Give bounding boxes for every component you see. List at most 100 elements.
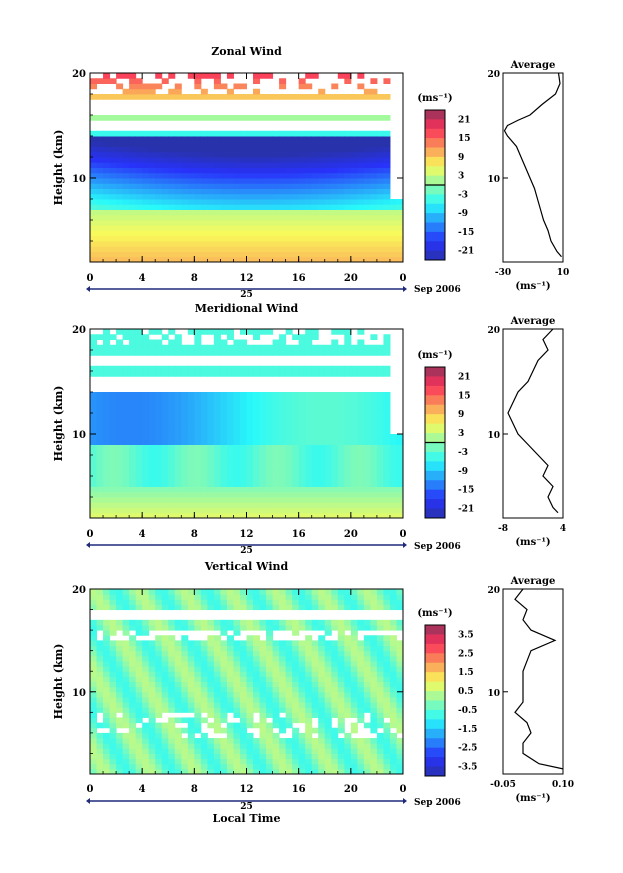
heatmap-cell [161,449,169,456]
heatmap-cell [187,365,195,372]
heatmap-cell [337,681,345,688]
heatmap-cell [239,645,247,652]
heatmap-cell [220,339,228,346]
heatmap-cell [344,225,352,231]
heatmap-cell [279,491,287,498]
heatmap-cell [331,645,339,652]
heatmap-cell [396,476,404,482]
heatmap-cell [181,193,189,200]
heatmap-cell [103,402,111,409]
heatmap-cell [207,130,215,137]
heatmap-cell [266,753,274,760]
x-tick-label: 0 [87,784,94,795]
heatmap-cell [220,434,228,440]
heatmap-cell [279,199,287,205]
heatmap-cell [318,256,326,263]
heatmap-cell [318,188,326,195]
heatmap-cell [213,717,221,724]
heatmap-cell [103,717,111,724]
heatmap-cell [324,428,332,435]
heatmap-cell [226,624,234,631]
heatmap-cell [207,655,215,662]
heatmap-cell [135,491,143,498]
heatmap-cell [90,465,98,472]
heatmap-cell [272,178,280,184]
heatmap-cell [90,172,98,179]
heatmap-cell [239,465,247,472]
heatmap-cell [285,470,293,477]
heatmap-cell [187,502,195,508]
heatmap-cell [272,753,280,760]
heatmap-cell [174,214,182,221]
heatmap-cell [220,486,228,493]
colorbar-tick-label: -1.5 [458,725,477,735]
heatmap-cell [389,604,397,611]
heatmap-cell [331,691,339,698]
heatmap-cell [324,214,332,221]
heatmap-cell [226,449,234,456]
heatmap-cell [292,214,300,221]
heatmap-cell [220,146,228,153]
heatmap-cell [253,392,261,398]
heatmap-cell [253,696,261,703]
heatmap-cell [298,712,306,718]
heatmap-cell [174,449,182,456]
heatmap-cell [344,497,352,503]
heatmap-cell [253,94,261,100]
colorbar-segment [425,461,445,472]
heatmap-cell [187,497,195,503]
heatmap-cell [376,246,384,252]
heatmap-cell [363,199,371,205]
heatmap-cell [383,392,391,398]
heatmap-cell [246,470,254,477]
heatmap-cell [96,183,104,189]
heatmap-cell [363,428,371,435]
x-tick-label: 12 [240,784,254,795]
heatmap-cell [344,230,352,237]
heatmap-cell [213,666,221,672]
heatmap-cell [213,604,221,611]
heatmap-cell [337,624,345,631]
heatmap-cell [305,507,313,514]
heatmap-cell [298,188,306,195]
heatmap-cell [200,460,208,466]
heatmap-cell [200,502,208,508]
heatmap-cell [155,486,163,493]
heatmap-cell [298,83,306,90]
heatmap-cell [200,512,208,519]
colorbar-segment [425,625,445,635]
heatmap-cell [259,251,267,258]
heatmap-cell [142,753,150,760]
heatmap-cell [187,717,195,724]
heatmap-cell [324,413,332,419]
heatmap-cell [285,507,293,514]
heatmap-cell [370,681,378,688]
heatmap-cell [135,397,143,403]
heatmap-cell [226,434,234,440]
date-axis-arrow-right [403,798,407,804]
heatmap-cell [311,507,319,514]
heatmap-cell [324,589,332,595]
heatmap-cell [174,146,182,153]
heatmap-cell [181,392,189,398]
heatmap-cell [331,220,339,226]
heatmap-cell [383,768,391,775]
heatmap-cell [318,768,326,775]
heatmap-cell [305,717,313,724]
heatmap-cell [389,251,397,258]
heatmap-cell [233,141,241,147]
heatmap-cell [187,172,195,179]
heatmap-cell [311,251,319,258]
date-axis: 25 [86,286,407,300]
heatmap-cell [337,199,345,205]
heatmap-cell [90,707,98,713]
heatmap-cell [376,193,384,200]
heatmap-cell [168,146,176,153]
heatmap-cell [376,497,384,503]
heatmap-cell [142,732,150,739]
heatmap-cell [142,768,150,775]
heatmap-cell [357,460,365,466]
heatmap-cell [285,743,293,749]
heatmap-cell [357,691,365,698]
heatmap-cell [305,214,313,221]
